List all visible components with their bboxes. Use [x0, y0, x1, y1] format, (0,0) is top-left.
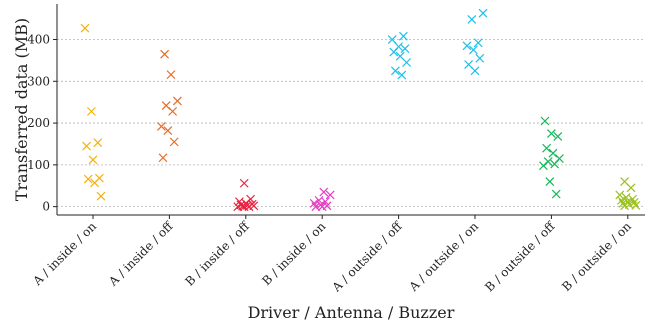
data-point	[546, 129, 556, 138]
x-axis-label: Driver / Antenna / Buzzer	[248, 303, 455, 322]
data-point	[80, 23, 90, 33]
data-point	[467, 15, 477, 24]
y-axis: 0 100 200 300 400	[27, 4, 58, 215]
data-point	[626, 183, 636, 193]
data-point	[615, 190, 625, 200]
data-point	[551, 189, 561, 199]
data-point	[90, 178, 100, 188]
data-point	[160, 49, 170, 59]
data-point	[389, 47, 399, 57]
data-point	[83, 174, 93, 184]
data-point	[239, 202, 249, 212]
data-point	[86, 106, 96, 116]
y-tick-label: 400	[27, 33, 50, 47]
data-point	[163, 126, 173, 136]
x-tick-label: B / inside / on	[259, 219, 328, 288]
data-point	[239, 178, 249, 188]
data-point	[462, 41, 472, 51]
data-point	[93, 138, 103, 148]
x-tick-label: A / outside / off	[329, 218, 406, 295]
series-4	[309, 187, 335, 212]
y-tick-label: 300	[27, 74, 50, 88]
data-point	[172, 96, 182, 106]
data-point	[96, 191, 106, 201]
series-5	[387, 31, 412, 80]
data-point	[475, 53, 485, 63]
x-tick-label: A / outside / on	[406, 219, 482, 295]
series-8	[615, 177, 641, 211]
series-3	[233, 178, 259, 212]
data-point	[156, 121, 166, 131]
series-1	[80, 23, 106, 201]
data-point	[548, 148, 558, 158]
data-point	[478, 8, 488, 18]
y-tick-label: 100	[27, 158, 50, 172]
data-point	[542, 143, 552, 153]
data-marks	[80, 8, 641, 212]
x-tick-label: B / outside / off	[482, 218, 558, 294]
y-tick-label: 200	[27, 116, 50, 130]
data-point	[88, 155, 98, 165]
data-point	[631, 200, 641, 210]
data-point	[82, 141, 92, 151]
series-2	[156, 49, 182, 163]
data-point	[169, 137, 179, 147]
data-point	[545, 177, 555, 186]
data-point	[400, 44, 410, 54]
data-point	[470, 66, 480, 76]
data-point	[387, 35, 397, 44]
data-point	[325, 190, 335, 200]
y-axis-label: Transferred data (MB)	[12, 18, 31, 201]
data-point	[468, 45, 478, 55]
grid-lines	[57, 39, 645, 208]
data-point	[233, 202, 243, 212]
data-point	[553, 132, 563, 141]
data-point	[402, 58, 412, 67]
data-point	[317, 202, 327, 212]
x-tick-label: A / inside / off	[105, 218, 176, 289]
data-point	[168, 106, 178, 116]
data-point	[319, 187, 329, 197]
data-point	[473, 38, 483, 48]
data-point	[158, 153, 168, 163]
data-point	[550, 159, 560, 169]
data-point	[311, 202, 321, 212]
data-point	[398, 31, 408, 41]
data-point	[397, 70, 407, 80]
x-tick-label: B / outside / on	[559, 219, 634, 294]
x-axis: A / inside / on A / inside / off B / insid…	[30, 214, 645, 295]
data-point	[620, 201, 630, 211]
x-tick-label: B / inside / off	[182, 218, 253, 289]
data-point	[538, 161, 548, 171]
series-7	[538, 116, 564, 199]
x-tick-label: A / inside / on	[30, 219, 100, 289]
y-tick-label: 0	[42, 200, 50, 214]
data-point	[166, 70, 176, 80]
data-point	[390, 66, 400, 76]
data-point	[540, 116, 550, 126]
series-6	[462, 8, 488, 76]
